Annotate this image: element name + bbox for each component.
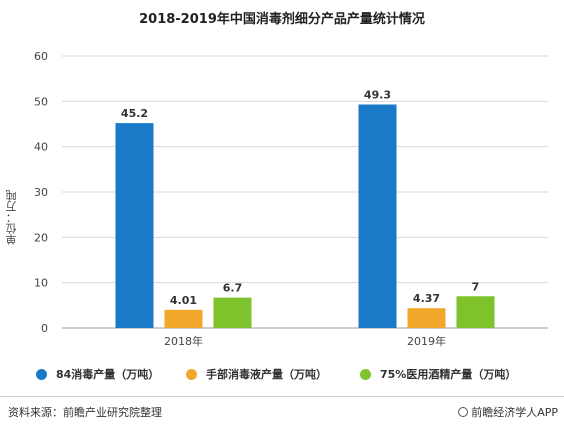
footer-divider <box>0 396 564 397</box>
chart-title: 2018-2019年中国消毒剂细分产品产量统计情况 <box>139 12 425 27</box>
data-label: 4.37 <box>413 292 440 305</box>
legend-item-hand: 手部消毒液产量（万吨） <box>186 366 327 382</box>
y-tick-label: 0 <box>41 322 48 335</box>
legend-item-alcohol: 75%医用酒精产量（万吨） <box>360 366 516 382</box>
legend-swatch-alcohol <box>360 368 371 380</box>
legend-item-84: 84消毒产量（万吨） <box>36 366 159 382</box>
bar-chart: 0 10 20 30 40 50 60 45.2 4.01 6.7 2018年 49.3 4.37 7 20… <box>34 50 548 348</box>
y-tick-label: 50 <box>34 95 48 108</box>
data-label: 6.7 <box>223 282 243 295</box>
data-label: 7 <box>472 280 480 293</box>
legend-swatch-84 <box>36 368 47 380</box>
x-tick-label: 2019年 <box>407 334 446 348</box>
bar <box>456 296 495 328</box>
footer: 资料来源：前瞻产业研究院整理 前瞻经济学人APP <box>0 402 564 424</box>
data-label: 49.3 <box>364 89 391 102</box>
y-tick-label: 20 <box>34 231 48 244</box>
brand-logo-icon <box>458 407 469 417</box>
y-tick-label: 30 <box>34 186 48 199</box>
bar <box>164 309 203 328</box>
legend-label-alcohol: 75%医用酒精产量（万吨） <box>380 368 517 381</box>
legend: 84消毒产量（万吨） 手部消毒液产量（万吨） 75%医用酒精产量（万吨） <box>0 366 564 386</box>
data-label: 4.01 <box>170 294 197 307</box>
y-tick-label: 60 <box>34 50 48 63</box>
y-tick-label: 10 <box>34 277 48 290</box>
bar <box>115 123 154 329</box>
legend-swatch-hand <box>186 368 197 380</box>
legend-label-84: 84消毒产量（万吨） <box>56 368 160 381</box>
brand: 前瞻经济学人APP <box>458 404 558 420</box>
legend-label-hand: 手部消毒液产量（万吨） <box>206 368 327 381</box>
bar <box>407 308 446 328</box>
data-label: 45.2 <box>121 107 148 120</box>
bar <box>358 104 397 328</box>
y-tick-label: 40 <box>34 141 48 154</box>
source-note: 资料来源：前瞻产业研究院整理 <box>8 406 162 419</box>
x-tick-label: 2018年 <box>164 334 203 348</box>
bar <box>213 297 252 328</box>
brand-text: 前瞻经济学人APP <box>471 406 558 419</box>
